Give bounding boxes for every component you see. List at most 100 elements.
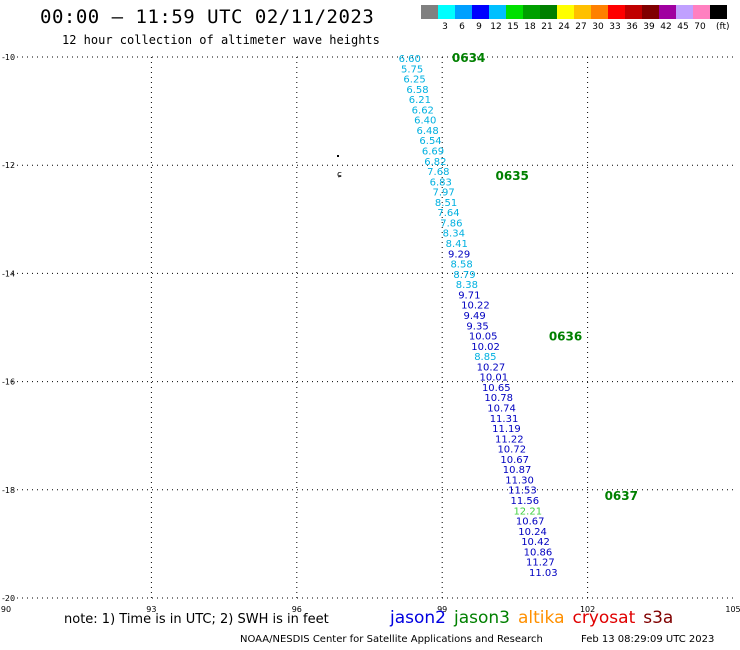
- swh-value-label: 11.19: [492, 424, 521, 435]
- color-scale-tick: 36: [626, 22, 638, 32]
- swh-value-label: 11.30: [505, 475, 534, 486]
- swh-value-label: 9.29: [448, 249, 470, 260]
- swh-value-label: 10.27: [477, 362, 506, 373]
- color-swatch: [710, 5, 727, 19]
- swh-value-label: 7.97: [433, 188, 455, 199]
- time-label: 0637: [605, 489, 638, 503]
- swh-value-label: 6.60: [399, 54, 421, 65]
- swh-value-label: 7.64: [437, 208, 459, 219]
- swh-value-label: 5.75: [401, 64, 423, 75]
- y-tick-label: -16: [2, 378, 15, 387]
- color-scale-tick: 15: [507, 22, 519, 32]
- swh-value-label: 7.86: [440, 218, 462, 229]
- color-scale-tick: 18: [524, 22, 536, 32]
- y-tick-label: -14: [2, 269, 15, 278]
- swh-value-label: 10.78: [484, 393, 513, 404]
- color-swatch: [642, 5, 659, 19]
- credit-text: NOAA/NESDIS Center for Satellite Applica…: [240, 634, 543, 645]
- swh-value-label: 10.86: [524, 547, 553, 558]
- color-scale-tick: 3: [442, 22, 448, 32]
- swh-value-label: 12.21: [513, 506, 542, 517]
- swh-value-label: 6.21: [409, 95, 431, 106]
- credit-date: Feb 13 08:29:09 UTC 2023: [581, 634, 715, 645]
- swh-value-label: 10.01: [480, 373, 509, 384]
- swh-value-label: 9.35: [466, 321, 488, 332]
- x-tick-label: 99: [437, 605, 447, 614]
- swh-value-label: 6.82: [424, 157, 446, 168]
- color-scale-tick: 45: [677, 22, 689, 32]
- color-scale-tick: 9: [476, 22, 482, 32]
- island-glyph: ɕ: [337, 170, 342, 180]
- footer-note: note: 1) Time is in UTC; 2) SWH is in fe…: [64, 612, 329, 627]
- color-scale-tick: 24: [558, 22, 570, 32]
- color-swatch: [540, 5, 557, 19]
- color-swatch: [421, 5, 438, 19]
- swh-value-label: 6.83: [430, 177, 452, 188]
- color-scale-tick: 39: [643, 22, 655, 32]
- x-tick-label: 105: [725, 605, 740, 614]
- swh-value-label: 8.41: [446, 239, 468, 250]
- legend-jason3: jason3: [454, 608, 510, 628]
- swh-value-label: 10.74: [487, 403, 516, 414]
- x-tick-label: 96: [292, 605, 302, 614]
- color-scale-tick: 6: [459, 22, 465, 32]
- legend-altika: altika: [518, 608, 565, 628]
- color-swatch: [676, 5, 693, 19]
- color-scale-tick: 12: [490, 22, 502, 32]
- legend-s3a: s3a: [643, 608, 674, 628]
- color-scale-tick: 27: [575, 22, 587, 32]
- color-swatch: [523, 5, 540, 19]
- swh-value-label: 8.79: [453, 270, 475, 281]
- time-label: 0634: [452, 51, 485, 65]
- x-tick-label: 90: [1, 605, 11, 614]
- swh-value-label: 11.31: [490, 414, 519, 425]
- color-swatch: [557, 5, 574, 19]
- color-scale-unit: (ft): [716, 22, 730, 32]
- time-label: 0635: [496, 169, 529, 183]
- color-swatch: [608, 5, 625, 19]
- swh-value-label: 10.24: [518, 527, 547, 538]
- y-tick-label: -18: [2, 486, 15, 495]
- color-scale-tick: 70: [694, 22, 706, 32]
- swh-value-label: 11.27: [526, 558, 555, 569]
- page-subtitle: 12 hour collection of altimeter wave hei…: [62, 33, 380, 47]
- swh-value-label: 6.62: [412, 105, 434, 116]
- color-swatch: [455, 5, 472, 19]
- swh-value-label: 11.03: [529, 568, 558, 579]
- swh-value-label: 10.05: [469, 332, 498, 343]
- color-swatch: [506, 5, 523, 19]
- swh-value-label: 10.65: [482, 383, 511, 394]
- swh-value-label: 10.72: [497, 445, 526, 456]
- swh-value-label: 10.02: [471, 342, 500, 353]
- color-scale-tick: 30: [592, 22, 604, 32]
- swh-value-label: 11.53: [508, 486, 537, 497]
- swh-value-label: 8.58: [450, 260, 472, 271]
- swh-value-label: 10.87: [503, 465, 532, 476]
- legend-cryosat: cryosat: [572, 608, 636, 628]
- swh-value-label: 9.71: [458, 290, 480, 301]
- swh-value-label: 8.34: [443, 229, 465, 240]
- page-title: 00:00 – 11:59 UTC 02/11/2023: [40, 6, 375, 28]
- swh-value-label: 8.51: [435, 198, 457, 209]
- color-swatch: [472, 5, 489, 19]
- y-tick-label: -12: [2, 161, 15, 170]
- y-tick-label: -20: [2, 594, 15, 603]
- swh-value-label: 11.56: [511, 496, 540, 507]
- swh-value-label: 6.48: [417, 126, 439, 137]
- swh-value-label: 9.49: [464, 311, 486, 322]
- color-swatch: [693, 5, 710, 19]
- swh-value-label: 6.54: [419, 136, 441, 147]
- swh-value-label: 10.42: [521, 537, 550, 548]
- satellite-legend: jason2 jason3 altika cryosat s3a: [390, 608, 681, 628]
- swh-value-label: 7.68: [427, 167, 449, 178]
- x-tick-label: 102: [580, 605, 595, 614]
- swh-value-label: 6.58: [406, 85, 428, 96]
- color-swatch: [659, 5, 676, 19]
- color-swatch: [489, 5, 506, 19]
- color-swatch: [574, 5, 591, 19]
- y-tick-label: -10: [2, 53, 15, 62]
- color-swatch: [438, 5, 455, 19]
- swh-value-label: 6.40: [414, 116, 436, 127]
- swh-value-label: 10.67: [516, 517, 545, 528]
